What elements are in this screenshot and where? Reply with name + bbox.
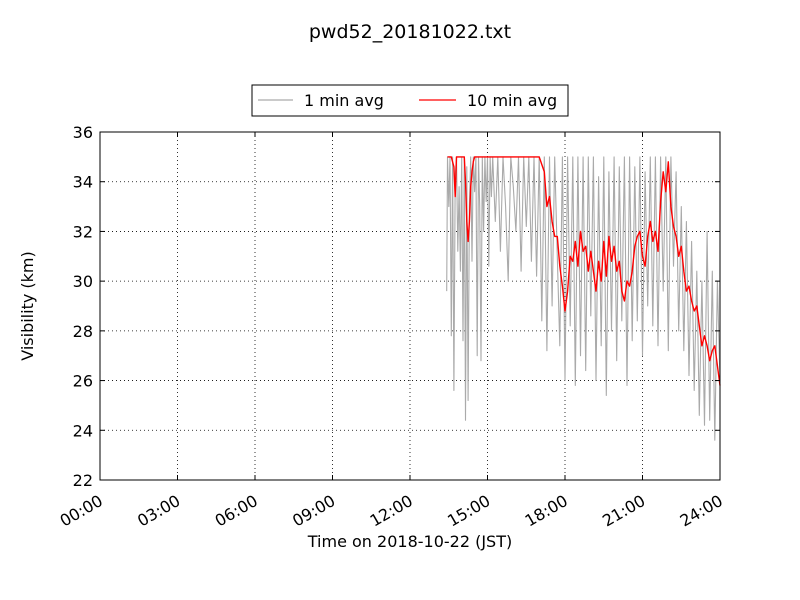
- chart-title: pwd52_20181022.txt: [309, 21, 511, 43]
- y-tick-label: 24: [73, 421, 93, 440]
- legend-box: [251, 84, 569, 117]
- y-tick-label: 34: [73, 173, 93, 192]
- x-axis-label: Time on 2018-10-22 (JST): [307, 532, 512, 551]
- series-layer: [446, 156, 721, 441]
- y-tick-label: 36: [73, 123, 93, 142]
- legend: 1 min avg 10 min avg: [251, 84, 569, 117]
- legend-label-10min: 10 min avg: [467, 91, 557, 110]
- y-tick-label: 30: [73, 272, 93, 291]
- y-tick-label: 32: [73, 222, 93, 241]
- y-axis-label: Visibility (km): [18, 251, 37, 360]
- y-tick-label: 28: [73, 322, 93, 341]
- legend-label-1min: 1 min avg: [304, 91, 384, 110]
- y-tick-labels: 22 24 26 28 30 32 34 36: [73, 123, 93, 490]
- y-tick-label: 26: [73, 372, 93, 391]
- y-tick-label: 22: [73, 471, 93, 490]
- plot-area: [100, 132, 720, 480]
- series-line-1min-avg: [446, 156, 721, 441]
- series-line-10min-avg: [447, 156, 721, 386]
- ticks: [99, 131, 721, 481]
